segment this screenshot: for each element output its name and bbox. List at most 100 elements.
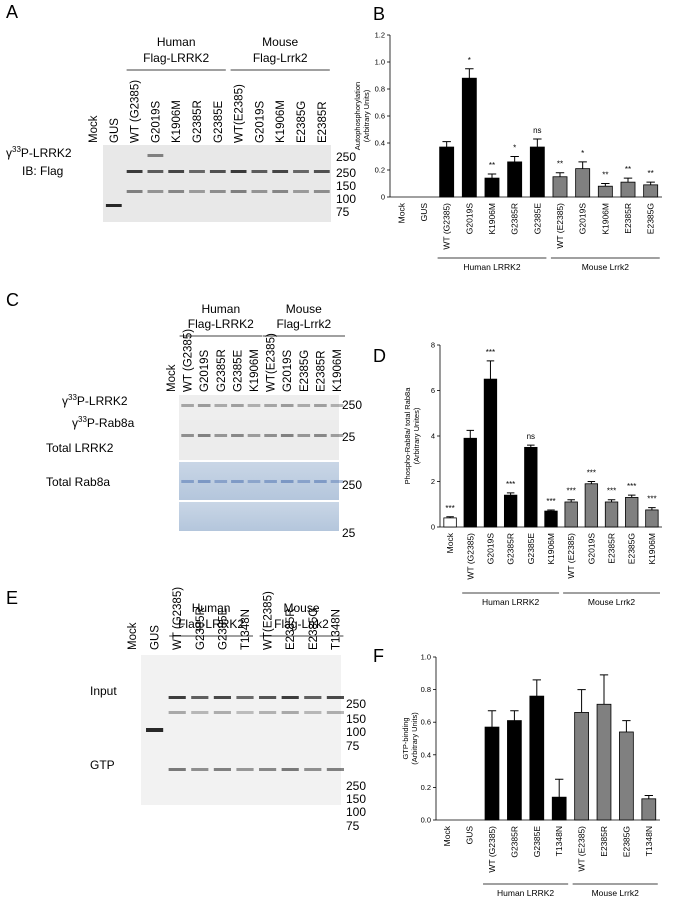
error-bar <box>442 141 451 148</box>
significance-label: * <box>581 149 584 158</box>
lane-label: WT(E2385) <box>266 333 278 392</box>
blot-band <box>214 480 228 483</box>
error-bar <box>527 444 535 448</box>
significance-label: *** <box>486 348 495 357</box>
bar <box>604 501 619 528</box>
error-bar <box>555 172 565 177</box>
blot-band <box>236 711 254 714</box>
bar <box>574 712 589 821</box>
significance-label: *** <box>587 469 596 478</box>
blot-band <box>313 170 330 173</box>
blot-band <box>314 404 327 407</box>
row-label: γ33P-LRRK2 <box>62 393 128 408</box>
error-bar <box>466 429 475 439</box>
row-label: γ33P-Rab8a <box>72 415 135 430</box>
y-tick-label: 0.4 <box>421 750 431 759</box>
bar <box>463 437 477 528</box>
row-label-text: Input <box>90 684 117 698</box>
row-label: IB: Flag <box>22 164 63 178</box>
row-label: Input <box>90 684 117 698</box>
blot-band <box>247 434 261 437</box>
row-label-text: Total Rab8a <box>46 475 110 489</box>
x-tick-label: G2385R <box>510 203 520 235</box>
blot-band <box>213 711 231 714</box>
x-tick-label: G2019S <box>586 533 596 565</box>
lane-label: E2385R <box>285 608 297 650</box>
y-axis-label-line: (Arbitrary Units) <box>362 89 371 142</box>
bar <box>620 181 636 198</box>
row-label-text: IB: Flag <box>22 164 63 178</box>
error-bar <box>532 679 541 697</box>
significance-label: ** <box>489 161 495 170</box>
blot-panel: A Mock GUS WT (G2385) G2019S K1906M G2385R G238… <box>6 2 356 222</box>
lane-label: K1906M <box>171 100 183 143</box>
x-tick-label: E2385R <box>607 533 617 564</box>
significance-label: *** <box>567 487 576 496</box>
blot-band <box>214 404 228 407</box>
blot-band <box>214 434 228 437</box>
group-header: Flag-LRRK2 <box>178 617 244 631</box>
y-tick-label: 0.0 <box>421 816 431 825</box>
blot-strip <box>179 420 339 460</box>
lane-label: E2385G <box>308 608 320 650</box>
group-label: Human LRRK2 <box>463 262 520 272</box>
bar <box>551 796 567 821</box>
lane-label: E2385R <box>317 101 329 143</box>
lane-label: G2385E <box>217 607 229 650</box>
group-label: Mouse Lrrk2 <box>592 888 640 898</box>
blot-band <box>330 434 344 437</box>
lane-label: GUS <box>150 625 162 650</box>
blot-band <box>168 190 185 193</box>
bar <box>625 497 639 528</box>
blot-band <box>213 696 231 699</box>
bar <box>507 161 523 198</box>
y-tick-label: 0 <box>431 523 435 532</box>
bar <box>483 378 498 528</box>
group-header: Flag-Lrrk2 <box>253 51 308 65</box>
lane-label: G2385E <box>213 100 225 143</box>
error-bar <box>601 183 610 187</box>
y-tick-label: 0.6 <box>375 112 385 121</box>
blot-band <box>304 768 322 771</box>
row-label-prefix: γ <box>6 146 12 160</box>
x-tick-label: E2385G <box>646 203 656 234</box>
error-bar <box>577 689 586 713</box>
blot-strip <box>103 145 331 222</box>
bar <box>484 177 500 198</box>
x-tick-label: K1906M <box>546 533 556 565</box>
bar <box>443 517 457 528</box>
row-label: GTP <box>90 758 115 772</box>
row-label-text: Total LRRK2 <box>46 441 114 455</box>
lane-label: T1348N <box>330 609 342 650</box>
blot-band <box>281 696 299 699</box>
blot-band <box>330 404 344 407</box>
bar-chart: D 0 2 4 6 8 Phospho-Rab8a/ total Rab8a(Arbitra… <box>373 341 662 607</box>
row-label: Total Rab8a <box>46 475 110 489</box>
blot-band <box>191 711 209 714</box>
y-tick-label: 1.0 <box>421 653 431 662</box>
bar <box>619 731 634 821</box>
blot-band <box>247 404 261 407</box>
y-tick-label: 0.2 <box>375 166 385 175</box>
x-tick-label: WT (G2385) <box>465 533 475 580</box>
y-axis-label-line: GTP-binding <box>401 717 410 759</box>
blot-band <box>281 768 299 771</box>
lane-label: Mock <box>88 115 100 143</box>
lane-label: WT (G2385) <box>183 329 195 392</box>
blot-band <box>181 404 194 407</box>
blot-strip <box>179 502 339 531</box>
y-tick-label: 0.2 <box>421 783 431 792</box>
group-header: Flag-Lrrk2 <box>276 317 331 331</box>
bar <box>503 494 518 528</box>
blot-band <box>197 434 211 437</box>
mw-marker: 75 <box>346 819 360 833</box>
x-tick-label: WT (G2385) <box>442 203 452 250</box>
blot-band <box>209 170 226 173</box>
y-axis-label-line: Phospho-Rab8a/ total Rab8a <box>403 387 412 485</box>
group-header: Human <box>157 35 196 49</box>
lane-label: K1906M <box>332 349 344 392</box>
x-tick-label: Mock <box>396 202 406 223</box>
error-bar <box>510 710 519 721</box>
lane-label: G2019S <box>150 100 162 143</box>
